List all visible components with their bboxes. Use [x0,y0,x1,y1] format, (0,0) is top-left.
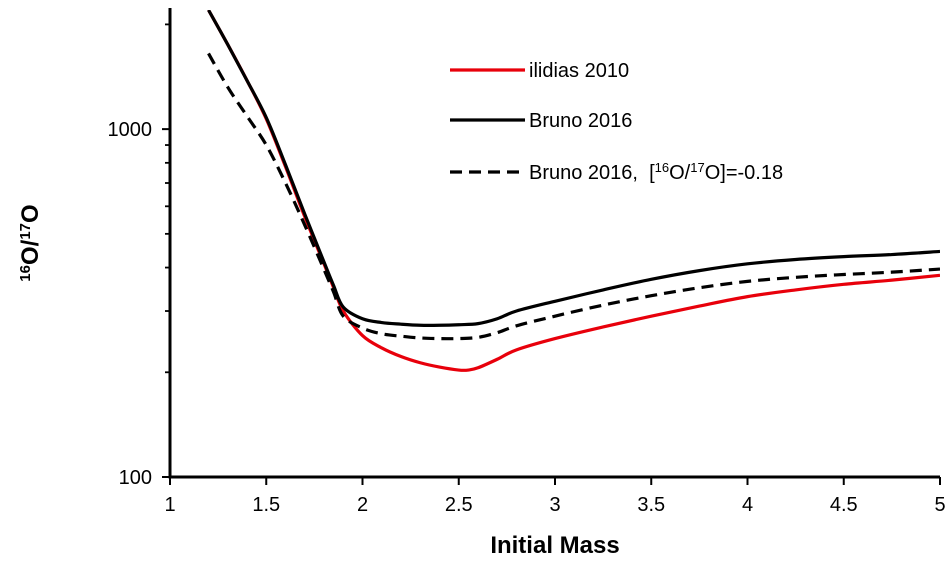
legend-label-sup-16: 16 [655,160,669,175]
legend-label-bruno: Bruno 2016 [529,110,632,132]
axes: 1 1.5 2 2.5 3 3.5 4 4.5 5 100 1000 [108,8,946,516]
legend-label-part-3: O]=-0.18 [705,162,783,184]
series-line-bruno [207,10,940,327]
plot-area [207,10,940,372]
y-axis-title-sup-17: 17 [17,223,34,240]
x-tick-label: 3 [549,494,560,516]
x-tick-label: 3.5 [637,494,665,516]
legend-label-ilidias: ilidias 2010 [529,60,629,82]
y-axis-title-part-o-end: O [17,204,44,223]
y-axis-title-sup-16: 16 [17,265,34,282]
legend-label-part-1: Bruno 2016, [ [529,162,655,184]
x-axis-title: Initial Mass [490,532,619,559]
legend-label-sup-17: 17 [690,160,704,175]
x-tick-label: 1.5 [252,494,280,516]
x-tick-label: 4 [742,494,753,516]
legend-label-bruno-shifted: Bruno 2016, [16O/17O]=-0.18 [529,160,783,185]
x-tick-label: 2 [357,494,368,516]
y-tick-label: 100 [119,467,152,489]
legend-label-part-2: O/ [669,162,691,184]
y-axis-title-part-o: O/ [17,239,44,265]
x-tick-label: 2.5 [445,494,473,516]
x-tick-label: 5 [934,494,945,516]
y-axis-title: 16O/17O [17,204,45,281]
x-tick-label: 4.5 [830,494,858,516]
x-tick-label: 1 [164,494,175,516]
y-tick-label: 1000 [108,119,153,141]
legend: ilidias 2010 Bruno 2016 Bruno 2016, [16O… [450,60,783,184]
